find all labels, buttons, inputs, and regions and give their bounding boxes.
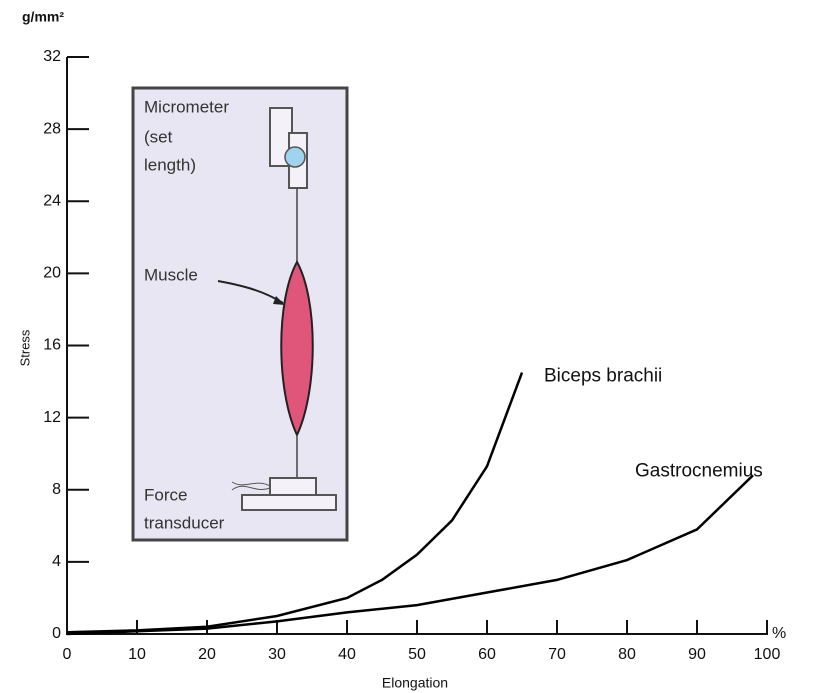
x-tick-label: 60: [478, 646, 496, 663]
y-axis-title: Stress: [17, 329, 32, 366]
x-tick-label: 30: [268, 646, 286, 663]
x-axis-title: Elongation: [382, 675, 448, 691]
y-tick-label: 24: [43, 192, 61, 209]
inset-label: Force: [144, 485, 187, 504]
x-tick-label: 50: [408, 646, 426, 663]
inset-label: (set: [144, 127, 173, 146]
x-tick-label: 80: [618, 646, 636, 663]
x-tick-label: 10: [128, 646, 146, 663]
x-tick-label: 70: [548, 646, 566, 663]
y-unit: g/mm²: [22, 9, 64, 25]
inset-label: Micrometer: [144, 97, 229, 116]
x-tick-label: 100: [754, 646, 781, 663]
inset-label: Muscle: [144, 265, 198, 284]
series-label: Biceps brachii: [544, 366, 662, 387]
y-tick-label: 0: [52, 625, 61, 642]
x-unit: %: [772, 625, 786, 642]
y-tick-label: 28: [43, 120, 61, 137]
x-tick-label: 40: [338, 646, 356, 663]
x-tick-label: 20: [198, 646, 216, 663]
line: [66, 474, 754, 636]
y-tick-label: 12: [43, 409, 61, 426]
y-tick-label: 16: [43, 337, 61, 354]
y-tick-label: 8: [52, 481, 61, 498]
y-tick-label: 20: [43, 265, 61, 282]
series-label: Gastrocnemius: [635, 460, 763, 481]
x-tick-label: 0: [63, 646, 72, 663]
line: [66, 372, 524, 634]
inset-label: transducer: [144, 513, 225, 532]
y-tick-label: 4: [52, 553, 61, 570]
x-tick-label: 90: [688, 646, 706, 663]
inset-diagram: Micrometer (set length) Muscle Force tra…: [131, 86, 349, 542]
inset-label: length): [144, 155, 196, 174]
y-tick-label: 32: [43, 48, 61, 65]
